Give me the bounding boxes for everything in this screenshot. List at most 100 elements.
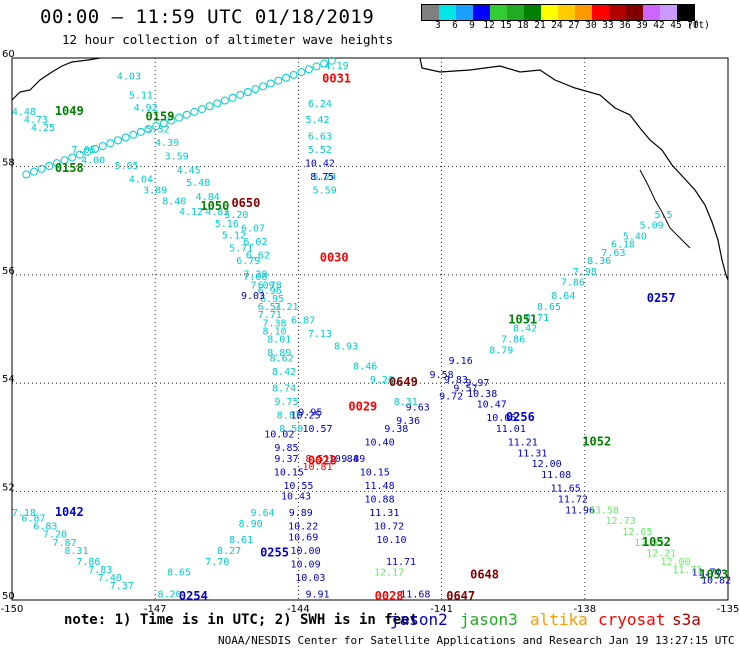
swh-value: 8.87 bbox=[277, 410, 301, 421]
y-tick-label: 50 bbox=[2, 591, 15, 602]
swh-value: 12.21 bbox=[646, 549, 676, 560]
swh-value: 10.55 bbox=[283, 481, 313, 492]
x-tick-label: -144 bbox=[287, 604, 310, 615]
track-sample-dot bbox=[129, 130, 138, 139]
swh-colorbar bbox=[421, 4, 695, 21]
colorbar-swatch bbox=[575, 5, 592, 20]
pass-time-label: 0028 bbox=[308, 454, 337, 468]
swh-value: 11.65 bbox=[551, 484, 581, 495]
swh-value: 6.51 bbox=[258, 302, 282, 313]
legend-jason3: jason3 bbox=[460, 610, 518, 629]
colorbar-swatch bbox=[609, 5, 626, 20]
y-tick-label: 58 bbox=[2, 157, 15, 168]
swh-value: 6.18 bbox=[611, 240, 635, 251]
swh-value: 11.21 bbox=[508, 438, 538, 449]
pass-time-label: 0030 bbox=[320, 250, 349, 264]
swh-value: 10.15 bbox=[360, 467, 390, 478]
track-sample-dot bbox=[304, 65, 313, 74]
colorbar-swatch bbox=[626, 5, 643, 20]
swh-value: 4.39 bbox=[155, 138, 179, 149]
swh-value: 7.40 bbox=[98, 573, 122, 584]
swh-value: 4.84 bbox=[196, 192, 220, 203]
swh-value: 9.97 bbox=[465, 378, 489, 389]
swh-value: 7.70 bbox=[205, 557, 229, 568]
swh-value: 9.64 bbox=[251, 508, 275, 519]
swh-value: 5.16 bbox=[215, 219, 239, 230]
swh-value: 8.40 bbox=[162, 196, 186, 207]
swh-value: 8.01 bbox=[267, 335, 291, 346]
x-tick-label: -150 bbox=[1, 604, 24, 615]
colorbar-swatch bbox=[456, 5, 473, 20]
swh-value: 10.47 bbox=[477, 400, 507, 411]
swh-value: 8.79 bbox=[489, 345, 513, 356]
swh-value: 9.16 bbox=[449, 356, 473, 367]
swh-value: 8.10 bbox=[262, 326, 286, 337]
swh-value: 9.37 bbox=[274, 454, 298, 465]
swh-value: 8.36 bbox=[587, 256, 611, 267]
swh-value: 5.52 bbox=[308, 145, 332, 156]
swh-value: 6.96 bbox=[258, 286, 282, 297]
pass-time-label: 1051 bbox=[508, 313, 537, 327]
swh-value: 10.38 bbox=[467, 389, 497, 400]
colorbar-swatch bbox=[524, 5, 541, 20]
swh-value: 6.87 bbox=[21, 513, 45, 524]
colorbar-swatch bbox=[473, 5, 490, 20]
colorbar-swatch bbox=[541, 5, 558, 20]
swh-value: 7.05 bbox=[72, 145, 96, 156]
swh-value: 8.42 bbox=[513, 324, 537, 335]
swh-value: 6.62 bbox=[246, 251, 270, 262]
legend-altika: altika bbox=[530, 610, 588, 629]
swh-value: 7.29 bbox=[243, 270, 267, 281]
swh-value: 7.20 bbox=[43, 530, 67, 541]
coastline-islands bbox=[639, 169, 691, 249]
swh-value: 8.71 bbox=[525, 313, 549, 324]
colorbar-label: 36 bbox=[619, 20, 631, 31]
swh-value: 10.15 bbox=[274, 467, 304, 478]
pass-time-label: 0158 bbox=[55, 161, 84, 175]
swh-value: 7.87 bbox=[52, 538, 76, 549]
colorbar-label: 30 bbox=[585, 20, 597, 31]
swh-value: 5.48 bbox=[186, 178, 210, 189]
track-sample-dot bbox=[22, 170, 31, 179]
swh-value: 7.71 bbox=[258, 310, 282, 321]
swh-value: 9.36 bbox=[396, 416, 420, 427]
swh-value: 7.98 bbox=[573, 267, 597, 278]
swh-value: 10.22 bbox=[288, 522, 318, 533]
track-sample-dot bbox=[98, 142, 107, 151]
track-sample-dot bbox=[68, 153, 77, 162]
pass-time-label: 1042 bbox=[55, 505, 84, 519]
track-sample-dot bbox=[37, 164, 46, 173]
x-tick-label: -135 bbox=[717, 604, 740, 615]
swh-value: 7.63 bbox=[601, 248, 625, 259]
track-sample-dot bbox=[259, 82, 268, 91]
swh-value: 4.03 bbox=[117, 72, 141, 83]
track-sample-dot bbox=[167, 116, 176, 125]
swh-value: 11.68 bbox=[400, 589, 430, 600]
swh-value: 9.89 bbox=[341, 454, 365, 465]
swh-value: 12.53 bbox=[634, 538, 664, 549]
swh-value: 9.38 bbox=[384, 424, 408, 435]
track-sample-dot bbox=[243, 88, 252, 97]
swh-value: 10.69 bbox=[288, 532, 318, 543]
pass-time-label: 1049 bbox=[55, 104, 84, 118]
swh-value: 8.90 bbox=[239, 519, 263, 530]
swh-value: 8.75 bbox=[310, 172, 334, 183]
pass-time-label: 0254 bbox=[179, 589, 208, 603]
swh-value: 10.00 bbox=[291, 546, 321, 557]
track-sample-dot bbox=[190, 107, 199, 116]
swh-value: 5.5 bbox=[655, 210, 673, 221]
track-sample-dot bbox=[281, 73, 290, 82]
colorbar-label: 42 bbox=[653, 20, 665, 31]
x-tick-label: -141 bbox=[430, 604, 453, 615]
swh-value: 10.42 bbox=[305, 158, 335, 169]
credit-footer: NOAA/NESDIS Center for Satellite Applica… bbox=[218, 634, 740, 647]
swh-value: 3.89 bbox=[143, 186, 167, 197]
swh-value: 10.09 bbox=[291, 559, 321, 570]
swh-value: 12.00 bbox=[532, 459, 562, 470]
swh-value: 10.82 bbox=[701, 576, 731, 587]
swh-value: 8.51 bbox=[305, 454, 329, 465]
swh-value: 7.21 bbox=[274, 302, 298, 313]
swh-value: 5.20 bbox=[224, 210, 248, 221]
swh-value: 11.31 bbox=[517, 448, 547, 459]
